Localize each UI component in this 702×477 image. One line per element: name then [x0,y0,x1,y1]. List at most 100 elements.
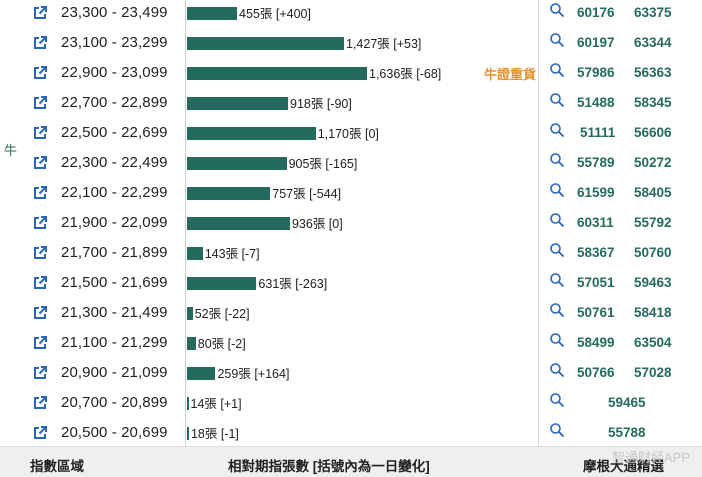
table-footer: 指數區域 相對期指張數 [括號內為一日變化] 摩根大通精選 [0,446,702,477]
search-icon[interactable] [549,392,565,408]
index-range: 23,300 - 23,499 [61,4,168,21]
contracts-bar [187,127,316,140]
warrant-code-link[interactable]: 58345 [634,95,672,110]
warrant-code-link[interactable]: 63375 [634,5,672,20]
bar-label: 18張 [-1] [190,427,239,441]
external-link-icon[interactable] [33,216,47,230]
bar-label: 143張 [-7] [204,247,260,261]
warrant-code-link[interactable]: 56363 [634,65,672,80]
external-link-icon[interactable] [33,366,47,380]
search-icon[interactable] [549,62,565,78]
bar-label: 936張 [0] [291,217,343,231]
index-range: 21,700 - 21,899 [61,244,168,261]
warrant-code-link[interactable]: 57051 [577,275,615,290]
contracts-bar [187,307,193,320]
footer-contracts-header: 相對期指張數 [括號內為一日變化] [228,459,430,474]
warrant-code-link[interactable]: 51111 [580,125,616,140]
warrant-code-link[interactable]: 51488 [577,95,615,110]
bar-label: 259張 [+164] [217,367,290,381]
search-icon[interactable] [549,242,565,258]
bar-label: 455張 [+400] [239,7,311,21]
index-range: 21,300 - 21,499 [61,304,168,321]
bar-label: 1,427張 [+53] [346,37,422,51]
search-icon[interactable] [549,182,565,198]
warrant-code-link[interactable]: 59463 [634,275,672,290]
contracts-bar [187,37,344,50]
index-range: 22,500 - 22,699 [61,124,168,141]
warrant-code-link[interactable]: 50761 [577,305,615,320]
search-icon[interactable] [549,362,565,378]
external-link-icon[interactable] [33,6,47,20]
side-label: 牛 [4,143,18,158]
table-row: 21,500 - 21,699 631張 [-263] 57051 59463 [0,269,702,299]
warrant-code-link[interactable]: 50272 [634,155,672,170]
search-icon[interactable] [549,32,565,48]
external-link-icon[interactable] [33,426,47,440]
bar-label: 918張 [-90] [290,97,352,111]
contracts-bar [187,367,216,380]
footer-picks-header: 摩根大通精選 [583,459,664,474]
index-range: 21,100 - 21,299 [61,334,168,351]
index-range: 22,300 - 22,499 [61,154,168,171]
warrant-code-link[interactable]: 60176 [577,5,615,20]
external-link-icon[interactable] [33,306,47,320]
index-range: 21,900 - 22,099 [61,214,168,231]
left-strip [0,0,22,446]
bar-label: 52張 [-22] [194,307,250,321]
bar-label: 757張 [-544] [272,187,342,201]
contracts-bar [187,337,196,350]
table-row: 21,700 - 21,899 143張 [-7] 58367 50760 [0,239,702,269]
warrant-code-link[interactable]: 58405 [634,185,672,200]
table-row: 20,500 - 20,699 18張 [-1] 55788 [0,419,702,449]
external-link-icon[interactable] [33,396,47,410]
bar-label: 1,636張 [-68] [369,67,442,81]
warrant-code-link[interactable]: 58367 [577,245,615,260]
warrant-code-link[interactable]: 59465 [608,395,646,410]
warrant-code-link[interactable]: 55789 [577,155,615,170]
external-link-icon[interactable] [33,276,47,290]
table-row: 20,700 - 20,899 14張 [+1] 59465 [0,389,702,419]
external-link-icon[interactable] [33,156,47,170]
search-icon[interactable] [549,152,565,168]
contracts-bar [187,7,238,20]
table-row: 20,900 - 21,099 259張 [+164] 50766 57028 [0,359,702,389]
warrant-code-link[interactable]: 60311 [577,215,614,230]
external-link-icon[interactable] [33,246,47,260]
external-link-icon[interactable] [33,96,47,110]
search-icon[interactable] [549,212,565,228]
heavy-bull-tag: 牛證重貨 [484,67,537,82]
warrant-code-link[interactable]: 63504 [634,335,672,350]
external-link-icon[interactable] [33,336,47,350]
external-link-icon[interactable] [33,36,47,50]
table-row: 21,300 - 21,499 52張 [-22] 50761 58418 [0,299,702,329]
warrant-code-link[interactable]: 58418 [634,305,672,320]
search-icon[interactable] [549,92,565,108]
external-link-icon[interactable] [33,186,47,200]
warrant-code-link[interactable]: 57986 [577,65,615,80]
external-link-icon[interactable] [33,126,47,140]
index-range: 20,500 - 20,699 [61,424,168,441]
contracts-bar [187,247,203,260]
table-row: 22,300 - 22,499 905張 [-165] 55789 50272 [0,149,702,179]
warrant-code-link[interactable]: 55792 [634,215,672,230]
warrant-code-link[interactable]: 57028 [634,365,672,380]
warrant-code-link[interactable]: 55788 [608,425,646,440]
external-link-icon[interactable] [33,66,47,80]
search-icon[interactable] [549,2,565,18]
search-icon[interactable] [549,302,565,318]
warrant-code-link[interactable]: 50766 [577,365,615,380]
search-icon[interactable] [549,272,565,288]
contracts-bar [187,397,189,410]
warrant-code-link[interactable]: 50760 [634,245,672,260]
bar-axis-line [185,0,186,446]
search-icon[interactable] [549,122,565,138]
warrant-code-link[interactable]: 60197 [577,35,615,50]
search-icon[interactable] [549,422,565,438]
warrant-code-link[interactable]: 61599 [577,185,615,200]
search-icon[interactable] [549,332,565,348]
index-range: 22,900 - 23,099 [61,64,168,81]
warrant-code-link[interactable]: 58499 [577,335,615,350]
table-row: 21,900 - 22,099 936張 [0] 60311 55792 [0,209,702,239]
warrant-code-link[interactable]: 56606 [634,125,672,140]
warrant-code-link[interactable]: 63344 [634,35,672,50]
